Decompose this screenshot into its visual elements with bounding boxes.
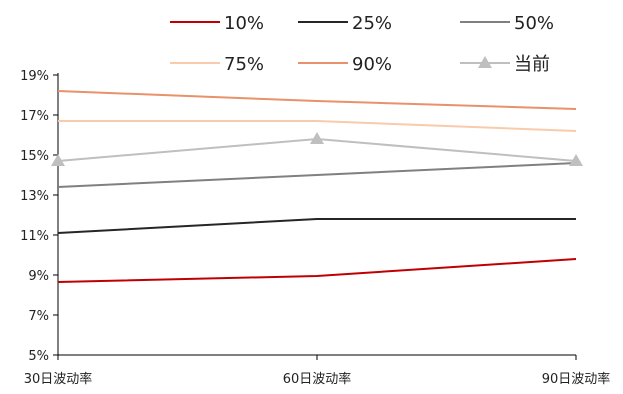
legend-label-2: 50% — [514, 13, 554, 34]
y-tick-label: 5% — [28, 349, 49, 364]
y-tick-label: 11% — [20, 229, 49, 244]
series-marker-5-0 — [51, 154, 65, 166]
series-line-3 — [58, 120, 577, 132]
y-tick-label: 13% — [20, 189, 49, 204]
legend-label-0: 10% — [224, 13, 264, 34]
legend-label-1: 25% — [352, 13, 392, 34]
y-tick-label: 15% — [20, 149, 49, 164]
legend-marker-5 — [478, 56, 492, 68]
legend-label-4: 90% — [352, 54, 392, 75]
series-line-0 — [57, 258, 577, 283]
series-line-4 — [57, 90, 577, 110]
x-tick-label: 30日波动率 — [24, 371, 93, 387]
x-tick-label: 60日波动率 — [283, 371, 352, 387]
y-tick-label: 9% — [28, 269, 49, 284]
series-line-2 — [57, 162, 577, 188]
y-tick-label: 19% — [20, 69, 49, 84]
legend-label-3: 75% — [224, 54, 264, 75]
axes: 5% 7% 9% 11% 13% 15% 17% 19% 30日波动率 60日波动率 90日波动率 — [20, 69, 610, 387]
series-line-1 — [57, 218, 576, 234]
y-tick-label: 7% — [28, 309, 49, 324]
series-marker-5-1 — [310, 132, 324, 144]
legend: 10% 25% 50% 75% 90% 当前 — [170, 13, 554, 75]
x-tick-label: 90日波动率 — [542, 371, 611, 387]
series-lines — [51, 90, 583, 283]
y-tick-label: 17% — [20, 109, 49, 124]
series-marker-5-2 — [569, 154, 583, 166]
legend-label-5: 当前 — [514, 54, 550, 75]
